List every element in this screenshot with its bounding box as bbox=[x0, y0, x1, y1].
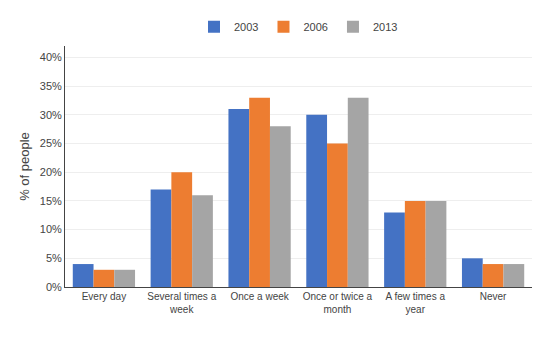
svg-text:A few times ayear: A few times ayear bbox=[386, 291, 446, 315]
svg-text:10%: 10% bbox=[40, 223, 62, 235]
svg-text:40%: 40% bbox=[40, 51, 62, 63]
svg-text:2003: 2003 bbox=[234, 21, 258, 33]
svg-text:5%: 5% bbox=[46, 252, 62, 264]
svg-text:15%: 15% bbox=[40, 195, 62, 207]
svg-text:35%: 35% bbox=[40, 80, 62, 92]
svg-text:Never: Never bbox=[480, 291, 507, 302]
svg-text:0%: 0% bbox=[46, 281, 62, 293]
svg-text:20%: 20% bbox=[40, 166, 62, 178]
svg-text:Once a week: Once a week bbox=[230, 291, 289, 302]
svg-text:2006: 2006 bbox=[303, 21, 327, 33]
svg-text:Once or twice amonth: Once or twice amonth bbox=[303, 291, 373, 315]
svg-text:30%: 30% bbox=[40, 109, 62, 121]
svg-text:% of people: % of people bbox=[17, 132, 32, 201]
svg-text:Every day: Every day bbox=[82, 291, 126, 302]
svg-text:25%: 25% bbox=[40, 137, 62, 149]
svg-text:2013: 2013 bbox=[373, 21, 397, 33]
svg-text:Several times aweek: Several times aweek bbox=[147, 291, 216, 315]
